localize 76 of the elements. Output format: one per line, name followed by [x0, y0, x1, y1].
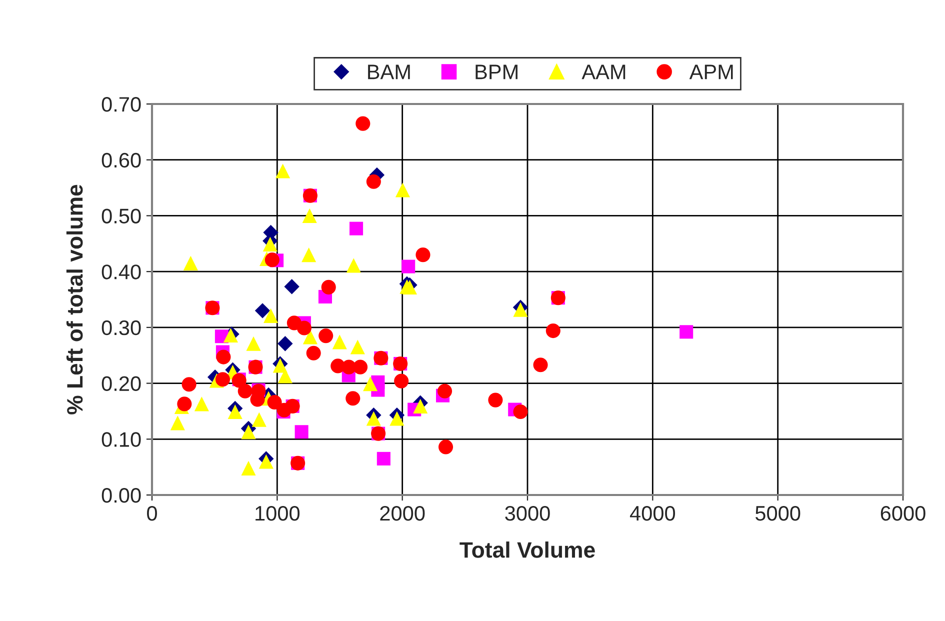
- point: [215, 372, 230, 387]
- point: [546, 323, 560, 338]
- y-tick-label: 0.60: [102, 152, 141, 168]
- point: [332, 334, 347, 350]
- point: [363, 376, 378, 392]
- y-tick-label: 0.30: [102, 320, 141, 336]
- point: [183, 256, 198, 270]
- x-tick-label: 5000: [755, 506, 800, 521]
- x-tick-label: 2000: [380, 506, 425, 521]
- point: [321, 280, 336, 294]
- point: [366, 411, 381, 426]
- point: [395, 182, 410, 198]
- point: [182, 377, 196, 392]
- point: [278, 368, 292, 384]
- point: [177, 396, 192, 412]
- x-tick-label: 1000: [256, 506, 300, 521]
- point: [390, 411, 404, 426]
- point: [680, 325, 694, 339]
- legend-label: BPM: [476, 64, 518, 80]
- point: [302, 208, 317, 223]
- point: [252, 412, 266, 427]
- x-axis-title: Total Volume: [460, 542, 595, 558]
- point: [350, 222, 364, 236]
- y-tick-label: 0.70: [102, 97, 141, 112]
- point: [376, 452, 390, 466]
- x-tick-label: 3000: [505, 506, 550, 521]
- legend-label: APM: [689, 64, 733, 80]
- legend-label: BAM: [368, 64, 410, 80]
- point: [241, 424, 256, 440]
- y-tick-label: 0.50: [102, 208, 141, 224]
- y-axis-title: % Left of total volume: [66, 184, 83, 414]
- point: [318, 328, 334, 344]
- point: [413, 398, 428, 414]
- point: [302, 248, 316, 262]
- x-tick-label: 4000: [630, 506, 676, 521]
- y-tick-label: 0.20: [102, 376, 141, 392]
- point: [264, 252, 280, 268]
- legend-label: AAM: [582, 64, 626, 80]
- point: [513, 404, 528, 420]
- point: [346, 258, 361, 273]
- point: [302, 330, 318, 344]
- y-tick-label: 0.10: [102, 432, 141, 447]
- point: [296, 320, 312, 336]
- point: [258, 454, 274, 469]
- point: [294, 425, 308, 439]
- point: [241, 460, 256, 476]
- x-tick-label: 6000: [880, 506, 926, 521]
- point: [488, 392, 503, 408]
- point: [264, 308, 278, 323]
- y-tick-label: 0.00: [102, 488, 141, 503]
- y-tick-label: 0.40: [102, 264, 141, 280]
- point: [402, 260, 416, 274]
- point: [278, 336, 293, 352]
- point: [170, 416, 185, 430]
- point: [350, 340, 365, 354]
- point: [267, 394, 282, 410]
- point: [346, 391, 360, 406]
- point: [416, 248, 430, 262]
- point: [306, 346, 321, 360]
- point: [284, 279, 300, 294]
- point: [394, 374, 409, 388]
- point: [533, 358, 548, 372]
- point: [254, 303, 270, 318]
- point: [194, 396, 209, 412]
- point: [216, 350, 231, 364]
- x-tick-label: 0: [147, 506, 157, 521]
- point: [437, 384, 452, 398]
- point: [352, 360, 368, 374]
- point: [366, 174, 381, 189]
- point: [238, 384, 252, 398]
- point: [438, 440, 454, 454]
- point: [276, 164, 290, 178]
- point: [356, 116, 370, 131]
- point: [228, 404, 242, 420]
- point: [246, 336, 261, 351]
- point: [262, 236, 278, 252]
